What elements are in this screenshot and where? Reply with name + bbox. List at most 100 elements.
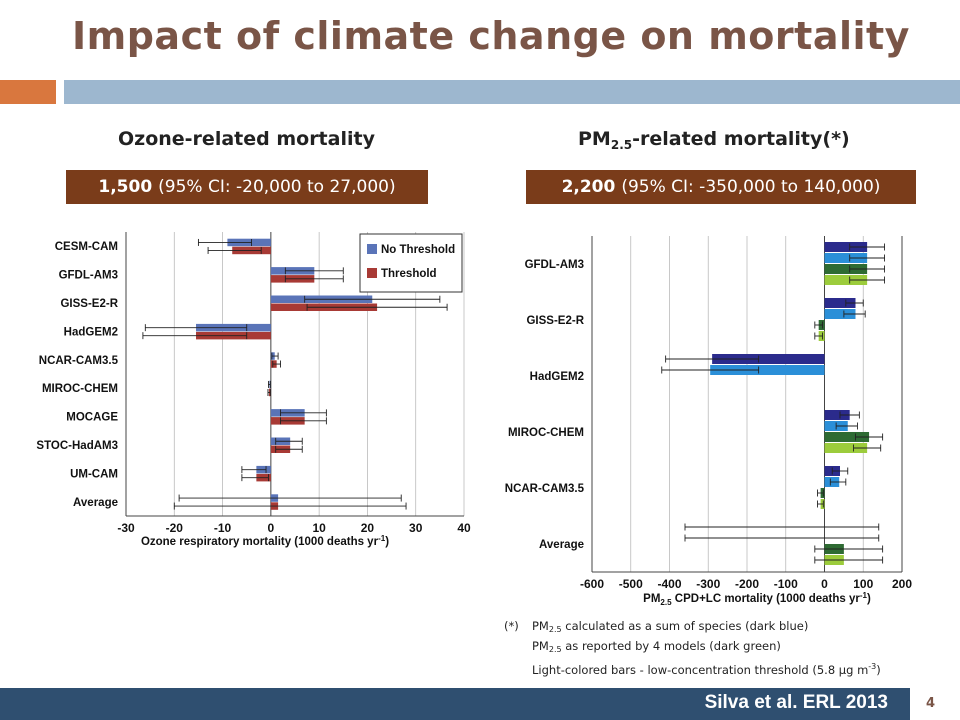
- pm-errorbar-light-blue-gfdl-am3: [849, 254, 886, 262]
- pm-errorbar-dark-green-giss-e2-r: [814, 321, 824, 329]
- footnote: (*) PM2.5 calculated as a sum of species…: [504, 618, 881, 679]
- pm-bar-light-green-miroc-chem: [824, 443, 868, 453]
- ozone-tick-label: -30: [117, 521, 135, 535]
- ozone-x-axis-label: Ozone respiratory mortality (1000 deaths…: [141, 534, 389, 548]
- pm-errorbar-dark-blue-ncar-cam3-5: [831, 467, 849, 475]
- pm-errorbar-dark-blue-average: [684, 523, 880, 531]
- footnote-line-2: PM2.5 as reported by 4 models (dark gree…: [532, 639, 781, 654]
- ozone-category-average: Average: [73, 497, 118, 509]
- footnote-line-1: PM2.5 calculated as a sum of species (da…: [532, 619, 809, 634]
- pm-category-ncar-cam3-5: NCAR-CAM3.5: [505, 483, 585, 495]
- citation: Silva et al. ERL 2013: [704, 692, 888, 713]
- slide-title: Impact of climate change on mortality: [72, 14, 910, 58]
- pm-errorbar-dark-green-ncar-cam3-5: [817, 489, 824, 497]
- ozone-legend: No Threshold Threshold: [359, 233, 463, 293]
- ozone-errorbar-threshold-giss-e2-r: [306, 303, 448, 311]
- ozone-errorbar-no-threshold-hadgem2: [144, 324, 248, 332]
- ozone-category-cesm-cam: CESM-CAM: [55, 241, 118, 253]
- ozone-errorbar-threshold-miroc-chem: [267, 388, 271, 396]
- ozone-ci-text: (95% CI: -20,000 to 27,000): [158, 177, 396, 197]
- pm-tick-label: -600: [580, 577, 604, 591]
- ozone-errorbar-no-threshold-miroc-chem: [267, 380, 271, 388]
- pm-ci-text: (95% CI: -350,000 to 140,000): [621, 177, 881, 197]
- pm-errorbar-light-blue-hadgem2: [661, 366, 760, 374]
- pm-bar-light-green-gfdl-am3: [824, 275, 868, 285]
- pm-tick-label: 0: [821, 577, 828, 591]
- pm-bar-dark-green-miroc-chem: [824, 432, 870, 442]
- pm-tick-label: -500: [619, 577, 643, 591]
- pm-errorbar-dark-blue-gfdl-am3: [849, 243, 886, 251]
- ozone-tick-label: 20: [361, 521, 375, 535]
- pm-category-average: Average: [539, 539, 584, 551]
- ozone-category-hadgem2: HadGEM2: [64, 326, 118, 338]
- pm-heading-main: PM: [578, 128, 611, 150]
- pm-category-hadgem2: HadGEM2: [530, 371, 584, 383]
- ozone-errorbar-threshold-um-cam: [241, 474, 269, 482]
- pm-errorbar-light-green-giss-e2-r: [814, 332, 824, 340]
- ozone-errorbar-threshold-average: [173, 502, 407, 510]
- ozone-errorbar-no-threshold-average: [178, 494, 402, 502]
- ozone-errorbar-threshold-ncar-cam3-5: [272, 360, 281, 368]
- pm-errorbar-light-blue-ncar-cam3-5: [829, 478, 847, 486]
- ozone-errorbar-threshold-mocage: [280, 417, 327, 425]
- footer-bar: Silva et al. ERL 2013: [0, 688, 910, 720]
- ozone-heading: Ozone-related mortality: [118, 128, 375, 150]
- pm-heading-sub: 2.5: [610, 138, 633, 152]
- pm-errorbar-light-green-ncar-cam3-5: [817, 500, 824, 508]
- ozone-category-stoc-hadam3: STOC-HadAM3: [36, 440, 118, 452]
- pm-category-gfdl-am3: GFDL-AM3: [525, 259, 584, 271]
- pm-tick-label: -200: [735, 577, 759, 591]
- ozone-legend-swatch-no-threshold: [367, 244, 377, 254]
- pm-tick-label: -100: [774, 577, 798, 591]
- pm-errorbar-dark-green-gfdl-am3: [849, 265, 886, 273]
- pm-heading: PM2.5-related mortality(*): [578, 128, 850, 152]
- ozone-tick-label: -20: [166, 521, 184, 535]
- ozone-errorbar-no-threshold-um-cam: [241, 466, 267, 474]
- pm-tick-label: 200: [892, 577, 912, 591]
- ozone-legend-label-no-threshold: No Threshold: [381, 244, 455, 256]
- footnote-line-3: Light-colored bars - low-concentration t…: [532, 662, 881, 677]
- pm-ci-value: 2,200: [561, 177, 616, 197]
- pm-errorbar-light-green-gfdl-am3: [849, 276, 886, 284]
- ozone-tick-label: -10: [214, 521, 232, 535]
- ozone-chart: -30 -20 -10 0 10 20 30 40 CESM-CAM GFDL-AM3 GISS-E…: [36, 232, 471, 548]
- pm-bar-light-blue-gfdl-am3: [824, 253, 868, 263]
- pm-errorbar-light-blue-average: [684, 534, 880, 542]
- pm-tick-label: -400: [657, 577, 681, 591]
- ozone-errorbar-no-threshold-cesm-cam: [197, 238, 252, 246]
- accent-bar-orange: [0, 80, 56, 104]
- pm-errorbar-dark-blue-miroc-chem: [839, 411, 860, 419]
- ozone-tick-label: 30: [409, 521, 423, 535]
- ozone-legend-label-threshold: Threshold: [381, 268, 437, 280]
- pm-errorbar-dark-blue-hadgem2: [665, 355, 760, 363]
- ozone-errorbar-no-threshold-stoc-hadam3: [275, 437, 303, 445]
- ozone-tick-label: 10: [312, 521, 326, 535]
- ozone-category-um-cam: UM-CAM: [70, 468, 118, 480]
- pm-errorbar-dark-green-miroc-chem: [855, 433, 884, 441]
- pm-bar-light-blue-hadgem2: [710, 365, 825, 375]
- pm-chart: -600 -500 -400 -300 -200 -100 0 100 200 GFDL-AM3 G…: [505, 236, 912, 607]
- pm-tick-label: 100: [853, 577, 873, 591]
- pm-x-axis-label: PM2.5 CPD+LC mortality (1000 deaths yr-1…: [643, 591, 871, 607]
- ozone-category-miroc-chem: MIROC-CHEM: [42, 383, 118, 395]
- pm-errorbar-light-blue-giss-e2-r: [843, 310, 866, 318]
- ozone-errorbar-threshold-hadgem2: [142, 332, 248, 340]
- ozone-category-mocage: MOCAGE: [66, 412, 118, 424]
- ozone-ci-value: 1,500: [98, 177, 153, 197]
- pm-bar-dark-blue-hadgem2: [712, 354, 825, 364]
- pm-errorbar-light-green-average: [814, 556, 884, 564]
- pm-errorbar-light-blue-miroc-chem: [835, 422, 858, 430]
- ozone-errorbar-no-threshold-ncar-cam3-5: [271, 352, 279, 360]
- pm-errorbar-dark-green-average: [814, 545, 884, 553]
- ozone-errorbar-no-threshold-gfdl-am3: [284, 267, 344, 275]
- ozone-legend-swatch-threshold: [367, 268, 377, 278]
- ozone-errorbar-threshold-gfdl-am3: [284, 275, 344, 283]
- accent-bar-blue: [64, 80, 960, 104]
- page-number: 4: [926, 696, 936, 711]
- ozone-errorbar-no-threshold-mocage: [280, 409, 327, 417]
- pm-tick-label: -300: [696, 577, 720, 591]
- pm-bar-light-blue-giss-e2-r: [824, 309, 856, 319]
- pm-ci-box: 2,200 (95% CI: -350,000 to 140,000): [526, 170, 916, 204]
- ozone-category-ncar-cam3-5: NCAR-CAM3.5: [39, 355, 119, 367]
- ozone-legend-box: [359, 233, 463, 293]
